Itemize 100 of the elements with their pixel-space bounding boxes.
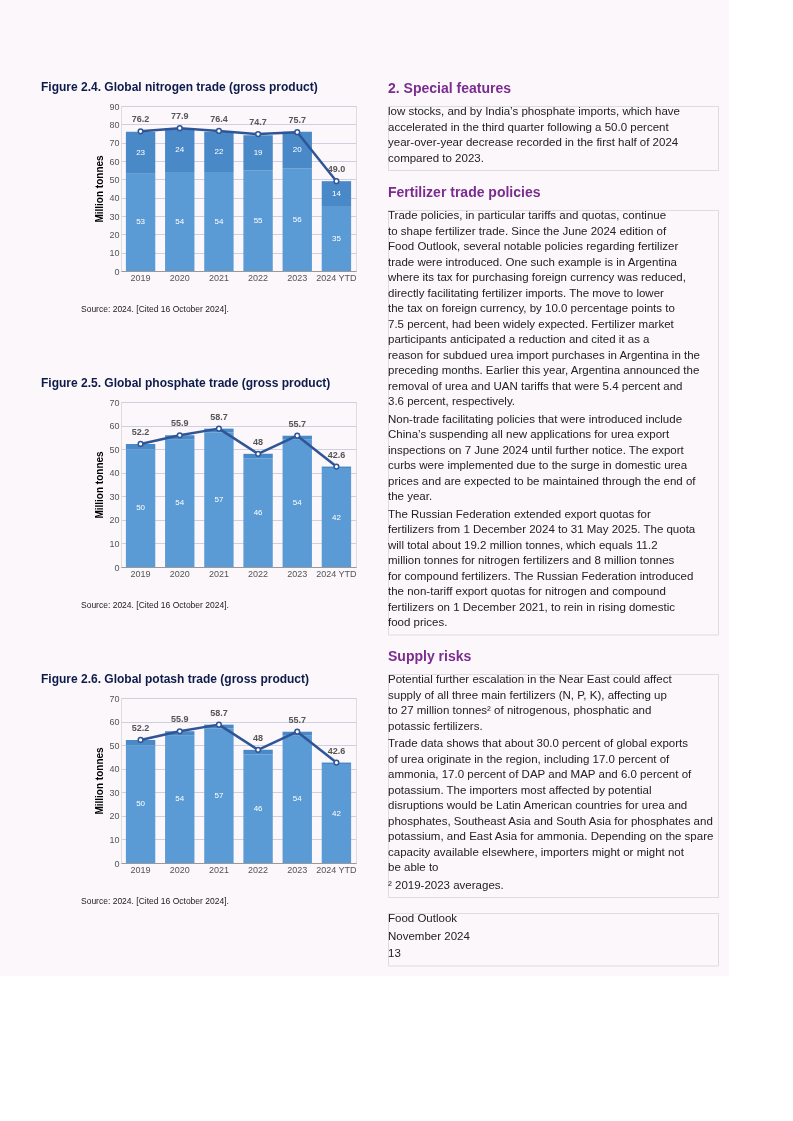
data-label: 54 <box>175 794 185 804</box>
bar <box>321 468 352 567</box>
data-label: 52.2 <box>131 426 150 437</box>
x-tick-label: 2019 <box>130 864 151 875</box>
data-label: 42 <box>331 512 342 522</box>
data-label: 48 <box>253 436 264 447</box>
bar <box>204 172 234 271</box>
data-label: 42.6 <box>327 745 346 756</box>
source-note: Source: 2024. [Cited 16 October 2024]. <box>81 600 229 610</box>
text: Trade data shows that about 30.0 percent of global exports of urea originate in the region, including 17.0 percent of ammonia, 17.0 percent of DAP and MAP and 6.0 percent of potassium. The importers most affected by potential disruptions would be Latin American countries for urea and phosphates, Southeast Asia and South Asia for phosphates and potassium, and East Asia for ammonia. Depending on the spare capacity available elsewhere, importers might or might not be able to <box>388 737 714 873</box>
y-tick-label: 10 <box>109 538 120 549</box>
y-tick-label: 50 <box>109 740 120 751</box>
bar <box>243 170 273 271</box>
x-tick-label: 2021 <box>208 272 229 283</box>
data-label: 55 <box>253 215 264 225</box>
data-label: 22 <box>214 146 224 156</box>
x-tick-label: 2019 <box>130 272 151 283</box>
y-tick-label: 50 <box>109 444 120 455</box>
x-tick-label: 2023 <box>287 568 308 579</box>
bar <box>125 449 156 567</box>
data-label: 54 <box>214 216 224 226</box>
data-label: 49.0 <box>327 164 346 175</box>
data-label: 74.7 <box>249 117 267 128</box>
y-tick-label: 10 <box>109 248 120 259</box>
data-label: 55.7 <box>288 418 307 429</box>
y-tick-label: 70 <box>109 693 120 704</box>
data-label: 55.9 <box>170 418 189 429</box>
y-axis-title: Million tonnes <box>94 154 106 223</box>
x-tick-label: 2019 <box>130 568 151 579</box>
y-tick-label: 60 <box>109 421 120 432</box>
y-tick-label: 60 <box>109 156 120 167</box>
data-label: 77.9 <box>170 111 189 122</box>
data-label: 55.9 <box>170 714 189 725</box>
bar <box>282 168 312 271</box>
data-label: 57 <box>214 494 224 504</box>
x-tick-label: 2022 <box>248 272 269 283</box>
y-axis-title: Million tonnes <box>94 746 106 815</box>
y-tick-label: 0 <box>114 562 120 573</box>
source-note: Source: 2024. [Cited 16 October 2024]. <box>81 304 229 314</box>
data-label: 54 <box>175 498 185 508</box>
bar <box>243 458 273 567</box>
data-label: 24 <box>175 145 185 154</box>
bar <box>282 735 312 863</box>
point <box>137 128 144 135</box>
point <box>215 425 223 432</box>
text: Potential further escalation in the Near East could affect supply of all three main fertilizers (N, P, K), affecting up to 27 million tonnes² of nitrogenous, phosphatic and potassic fertilizers. <box>388 673 673 732</box>
text: Non-trade facilitating policies that were introduced include China’s suspending all new applications for urea export inspections on 7 June 2024 until further notice. The export curbs were implemented due to the surge in domestic urea prices and are expected to be maintained through the end of the year. <box>388 412 697 502</box>
y-tick-label: 80 <box>109 119 120 130</box>
data-label: 50 <box>136 799 146 809</box>
point <box>294 129 301 136</box>
y-tick-label: 40 <box>109 193 120 204</box>
x-tick-label: 2022 <box>248 864 269 875</box>
data-label: 20 <box>292 145 303 154</box>
data-label: 35 <box>331 233 342 243</box>
text: The Russian Federation extended export quotas for fertilizers from 1 December 2024 to 31 May 2025. The quota will total about 19.2 million tonnes, which equals 11.2 million tonnes for nitrogen fertilizers and 8 million tonnes for compound fertilizers. The Russian Federation introduced the non-tariff export quotas for nitrogen and compound fertilizers on 1 December 2021, to rein in rising domestic food prices. <box>387 507 696 628</box>
y-tick-label: 50 <box>109 174 120 185</box>
y-axis-title: Million tonnes <box>94 450 106 519</box>
bar <box>243 135 273 171</box>
data-label: 58.7 <box>210 411 228 422</box>
y-tick-label: 40 <box>109 764 120 775</box>
x-tick-label: 2021 <box>208 864 229 875</box>
bar <box>165 128 195 172</box>
point <box>254 130 262 138</box>
data-label: 76.4 <box>210 113 228 124</box>
x-tick-label: 2023 <box>287 864 308 875</box>
y-tick-label: 90 <box>109 101 120 112</box>
text: ² 2019-2023 averages. <box>388 878 504 891</box>
y-tick-label: 20 <box>109 515 120 526</box>
text: Food Outlook <box>388 912 458 924</box>
data-label: 55.7 <box>288 714 307 725</box>
point <box>333 178 340 185</box>
point <box>215 127 223 135</box>
data-label: 46 <box>253 803 264 813</box>
x-tick-label: 2020 <box>169 568 190 579</box>
bar <box>204 728 234 863</box>
chart-title: Figure 2.4. Global nitrogen trade (gross product) <box>41 80 318 94</box>
y-tick-label: 70 <box>109 397 120 408</box>
chart-title: Figure 2.5. Global phosphate trade (gross product) <box>41 376 331 390</box>
data-label: 42.6 <box>327 449 346 460</box>
x-tick-label: 2024 YTD <box>316 568 358 579</box>
y-tick-label: 20 <box>109 811 120 822</box>
bar <box>125 131 156 174</box>
x-tick-label: 2021 <box>208 568 229 579</box>
data-label: 53 <box>136 217 146 227</box>
x-tick-label: 2022 <box>248 568 269 579</box>
bar <box>165 439 195 567</box>
y-tick-label: 0 <box>114 266 120 277</box>
point <box>176 432 183 439</box>
text: 13 <box>388 947 401 959</box>
point <box>294 432 301 439</box>
bar <box>243 754 273 863</box>
x-tick-label: 2023 <box>287 272 308 283</box>
y-tick-label: 30 <box>109 211 120 222</box>
y-tick-label: 70 <box>109 138 120 149</box>
data-label: 52.2 <box>131 722 150 733</box>
point <box>294 728 301 735</box>
bar <box>321 764 352 863</box>
point <box>254 450 262 457</box>
text: low stocks, and by India’s phosphate imports, which have accelerated in the third quarter following a 50.0 percent year-over-year decrease recorded in the first half of 2024 compared to 2023. <box>388 105 680 164</box>
text: Supply risks <box>388 648 472 664</box>
